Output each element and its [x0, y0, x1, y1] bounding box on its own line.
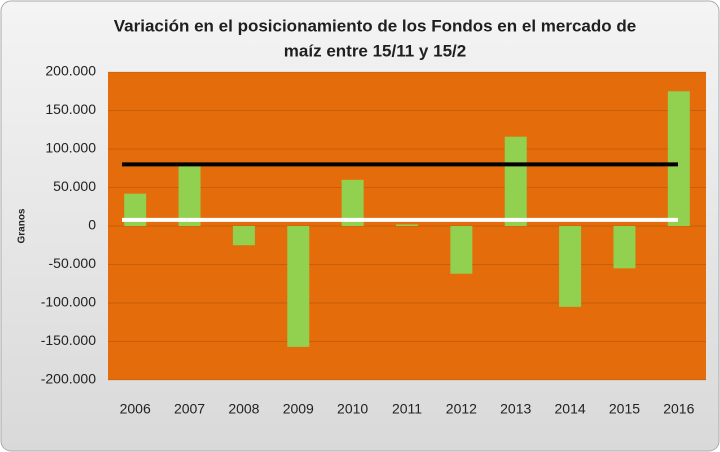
y-tick-label: 150.000 [45, 101, 96, 117]
bar [287, 226, 310, 347]
y-tick-label: 200.000 [45, 63, 96, 79]
y-axis-label: Granos [17, 208, 28, 243]
x-tick-label: 2006 [120, 401, 151, 417]
y-tick-label: -150.000 [41, 332, 96, 348]
bar [559, 226, 582, 307]
x-tick-label: 2016 [663, 401, 694, 417]
bar [504, 136, 527, 226]
bar [232, 226, 255, 246]
y-tick-label: -50.000 [49, 255, 97, 271]
chart-title: Variación en el posicionamiento de los F… [114, 16, 636, 35]
bar [667, 91, 690, 226]
x-tick-label: 2015 [609, 401, 640, 417]
chart-title: maíz entre 15/11 y 15/2 [284, 41, 466, 60]
x-tick-label: 2010 [337, 401, 368, 417]
x-tick-label: 2009 [283, 401, 314, 417]
x-tick-label: 2007 [174, 401, 205, 417]
y-tick-label: 50.000 [53, 178, 96, 194]
bar [613, 226, 636, 269]
y-tick-label: 0 [88, 217, 96, 233]
bar [341, 179, 364, 226]
bar [178, 165, 201, 226]
x-tick-label: 2014 [555, 401, 586, 417]
x-tick-label: 2012 [446, 401, 477, 417]
x-tick-label: 2008 [228, 401, 259, 417]
x-tick-label: 2013 [500, 401, 531, 417]
y-tick-label: -200.000 [41, 371, 96, 387]
y-tick-label: 100.000 [45, 140, 96, 156]
bar [450, 226, 473, 274]
bar [396, 224, 418, 226]
y-tick-label: -100.000 [41, 294, 96, 310]
x-tick-label: 2011 [392, 401, 422, 417]
